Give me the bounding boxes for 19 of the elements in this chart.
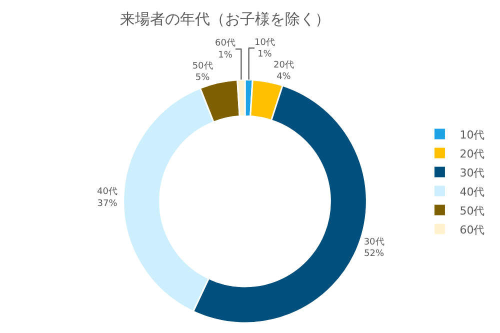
data-label: 5%	[195, 73, 210, 84]
data-label: 1%	[218, 50, 233, 60]
slice-label: 60代	[215, 38, 236, 49]
slice-label: 30代	[364, 236, 384, 248]
data-label: 1%	[258, 49, 272, 60]
slice-label: 40代	[97, 186, 118, 198]
chart-title: 来場者の年代（お子様を除く）	[120, 10, 330, 28]
data-label: 4%	[276, 72, 292, 82]
slice-label: 50代	[192, 60, 213, 72]
data-label: 52%	[364, 248, 384, 259]
legend-label: 50代	[460, 204, 485, 218]
data-label: 37%	[97, 198, 118, 209]
legend-label: 10代	[460, 128, 485, 142]
slice-label: 10代	[254, 36, 275, 48]
legend-label: 40代	[460, 185, 485, 198]
slice-label: 20代	[273, 59, 294, 70]
legend-label: 20代	[460, 147, 485, 160]
legend-label: 60代	[460, 223, 485, 236]
legend-label: 30代	[460, 166, 485, 180]
